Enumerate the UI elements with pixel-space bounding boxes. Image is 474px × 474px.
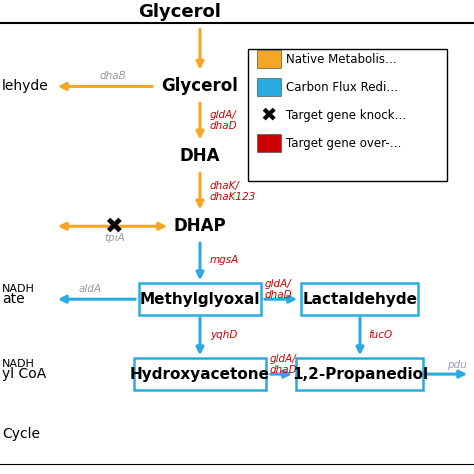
Text: Lactaldehyde: Lactaldehyde [302,292,418,307]
FancyBboxPatch shape [134,358,266,390]
Text: Native Metabolis…: Native Metabolis… [286,53,397,66]
Text: aldA: aldA [79,284,101,294]
Text: NADH: NADH [2,359,35,369]
Text: yl CoA: yl CoA [2,367,46,381]
Text: mgsA: mgsA [210,255,239,265]
Text: lehyde: lehyde [2,80,49,93]
Text: ate: ate [2,292,25,306]
FancyBboxPatch shape [257,78,281,96]
Text: Target gene over-…: Target gene over-… [286,137,401,150]
Text: ✖: ✖ [104,216,122,236]
Text: Target gene knock…: Target gene knock… [286,109,406,122]
FancyBboxPatch shape [248,49,447,182]
Text: Glycerol: Glycerol [138,2,221,20]
Text: tpiA: tpiA [105,233,126,243]
Text: Methylglyoxal: Methylglyoxal [140,292,260,307]
FancyBboxPatch shape [139,283,261,315]
Text: dhaB: dhaB [100,72,127,82]
Text: Hydroxyacetone: Hydroxyacetone [130,366,270,382]
Text: ✖: ✖ [261,106,277,125]
Text: gldA/
dhaD: gldA/ dhaD [270,354,298,375]
Text: DHA: DHA [180,147,220,165]
Text: gldA/
dhaD: gldA/ dhaD [265,279,292,300]
Text: pdu: pdu [447,360,467,370]
FancyBboxPatch shape [297,358,423,390]
Text: gldA/
dhaD: gldA/ dhaD [210,110,237,131]
Text: Carbon Flux Redi…: Carbon Flux Redi… [286,81,398,94]
Text: Glycerol: Glycerol [162,77,238,95]
FancyBboxPatch shape [257,135,281,152]
FancyBboxPatch shape [301,283,419,315]
Text: Cycle: Cycle [2,427,40,441]
FancyBboxPatch shape [257,50,281,68]
Text: yqhD: yqhD [210,330,237,340]
Text: dhaK/
dhaK123: dhaK/ dhaK123 [210,181,256,202]
Text: 1,2-Propanediol: 1,2-Propanediol [292,366,428,382]
Text: DHAP: DHAP [173,217,226,235]
Text: NADH: NADH [2,284,35,294]
Text: fucO: fucO [368,330,392,340]
